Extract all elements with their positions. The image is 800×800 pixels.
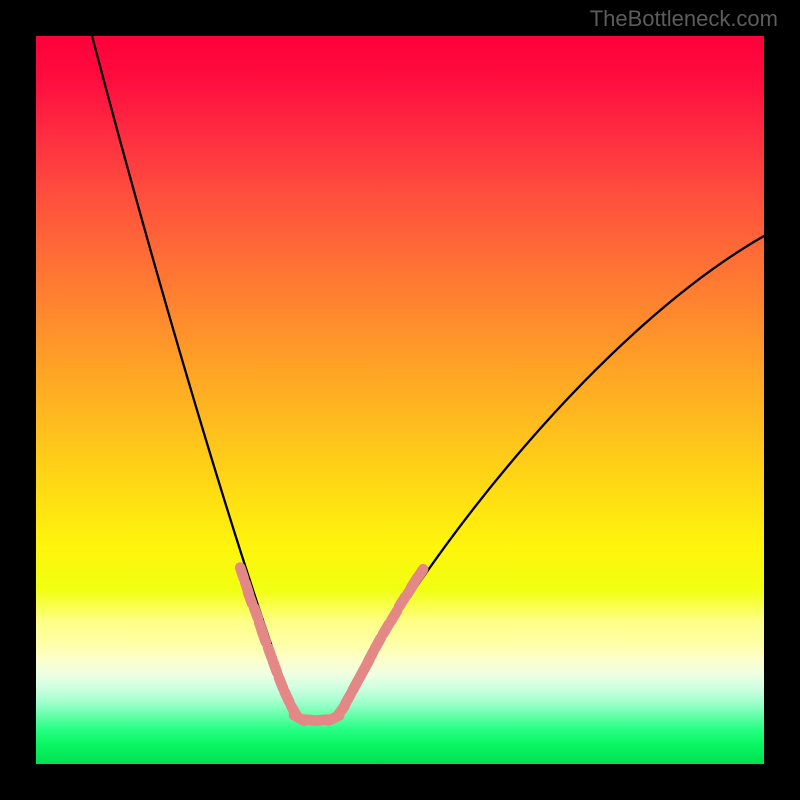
chart-plot-area — [36, 36, 764, 764]
chart-marker — [273, 662, 277, 673]
chart-marker — [391, 611, 397, 621]
chart-marker — [285, 692, 290, 702]
chart-lines — [36, 36, 764, 764]
chart-marker — [417, 569, 423, 579]
chart-marker — [383, 624, 389, 634]
chart-marker — [254, 608, 258, 619]
chart-marker — [262, 632, 266, 643]
chart-marker — [279, 678, 283, 689]
chart-marker — [375, 638, 381, 648]
chart-marker — [240, 568, 244, 579]
watermark-text: TheBottleneck.com — [590, 6, 778, 32]
chart-marker — [248, 593, 252, 604]
